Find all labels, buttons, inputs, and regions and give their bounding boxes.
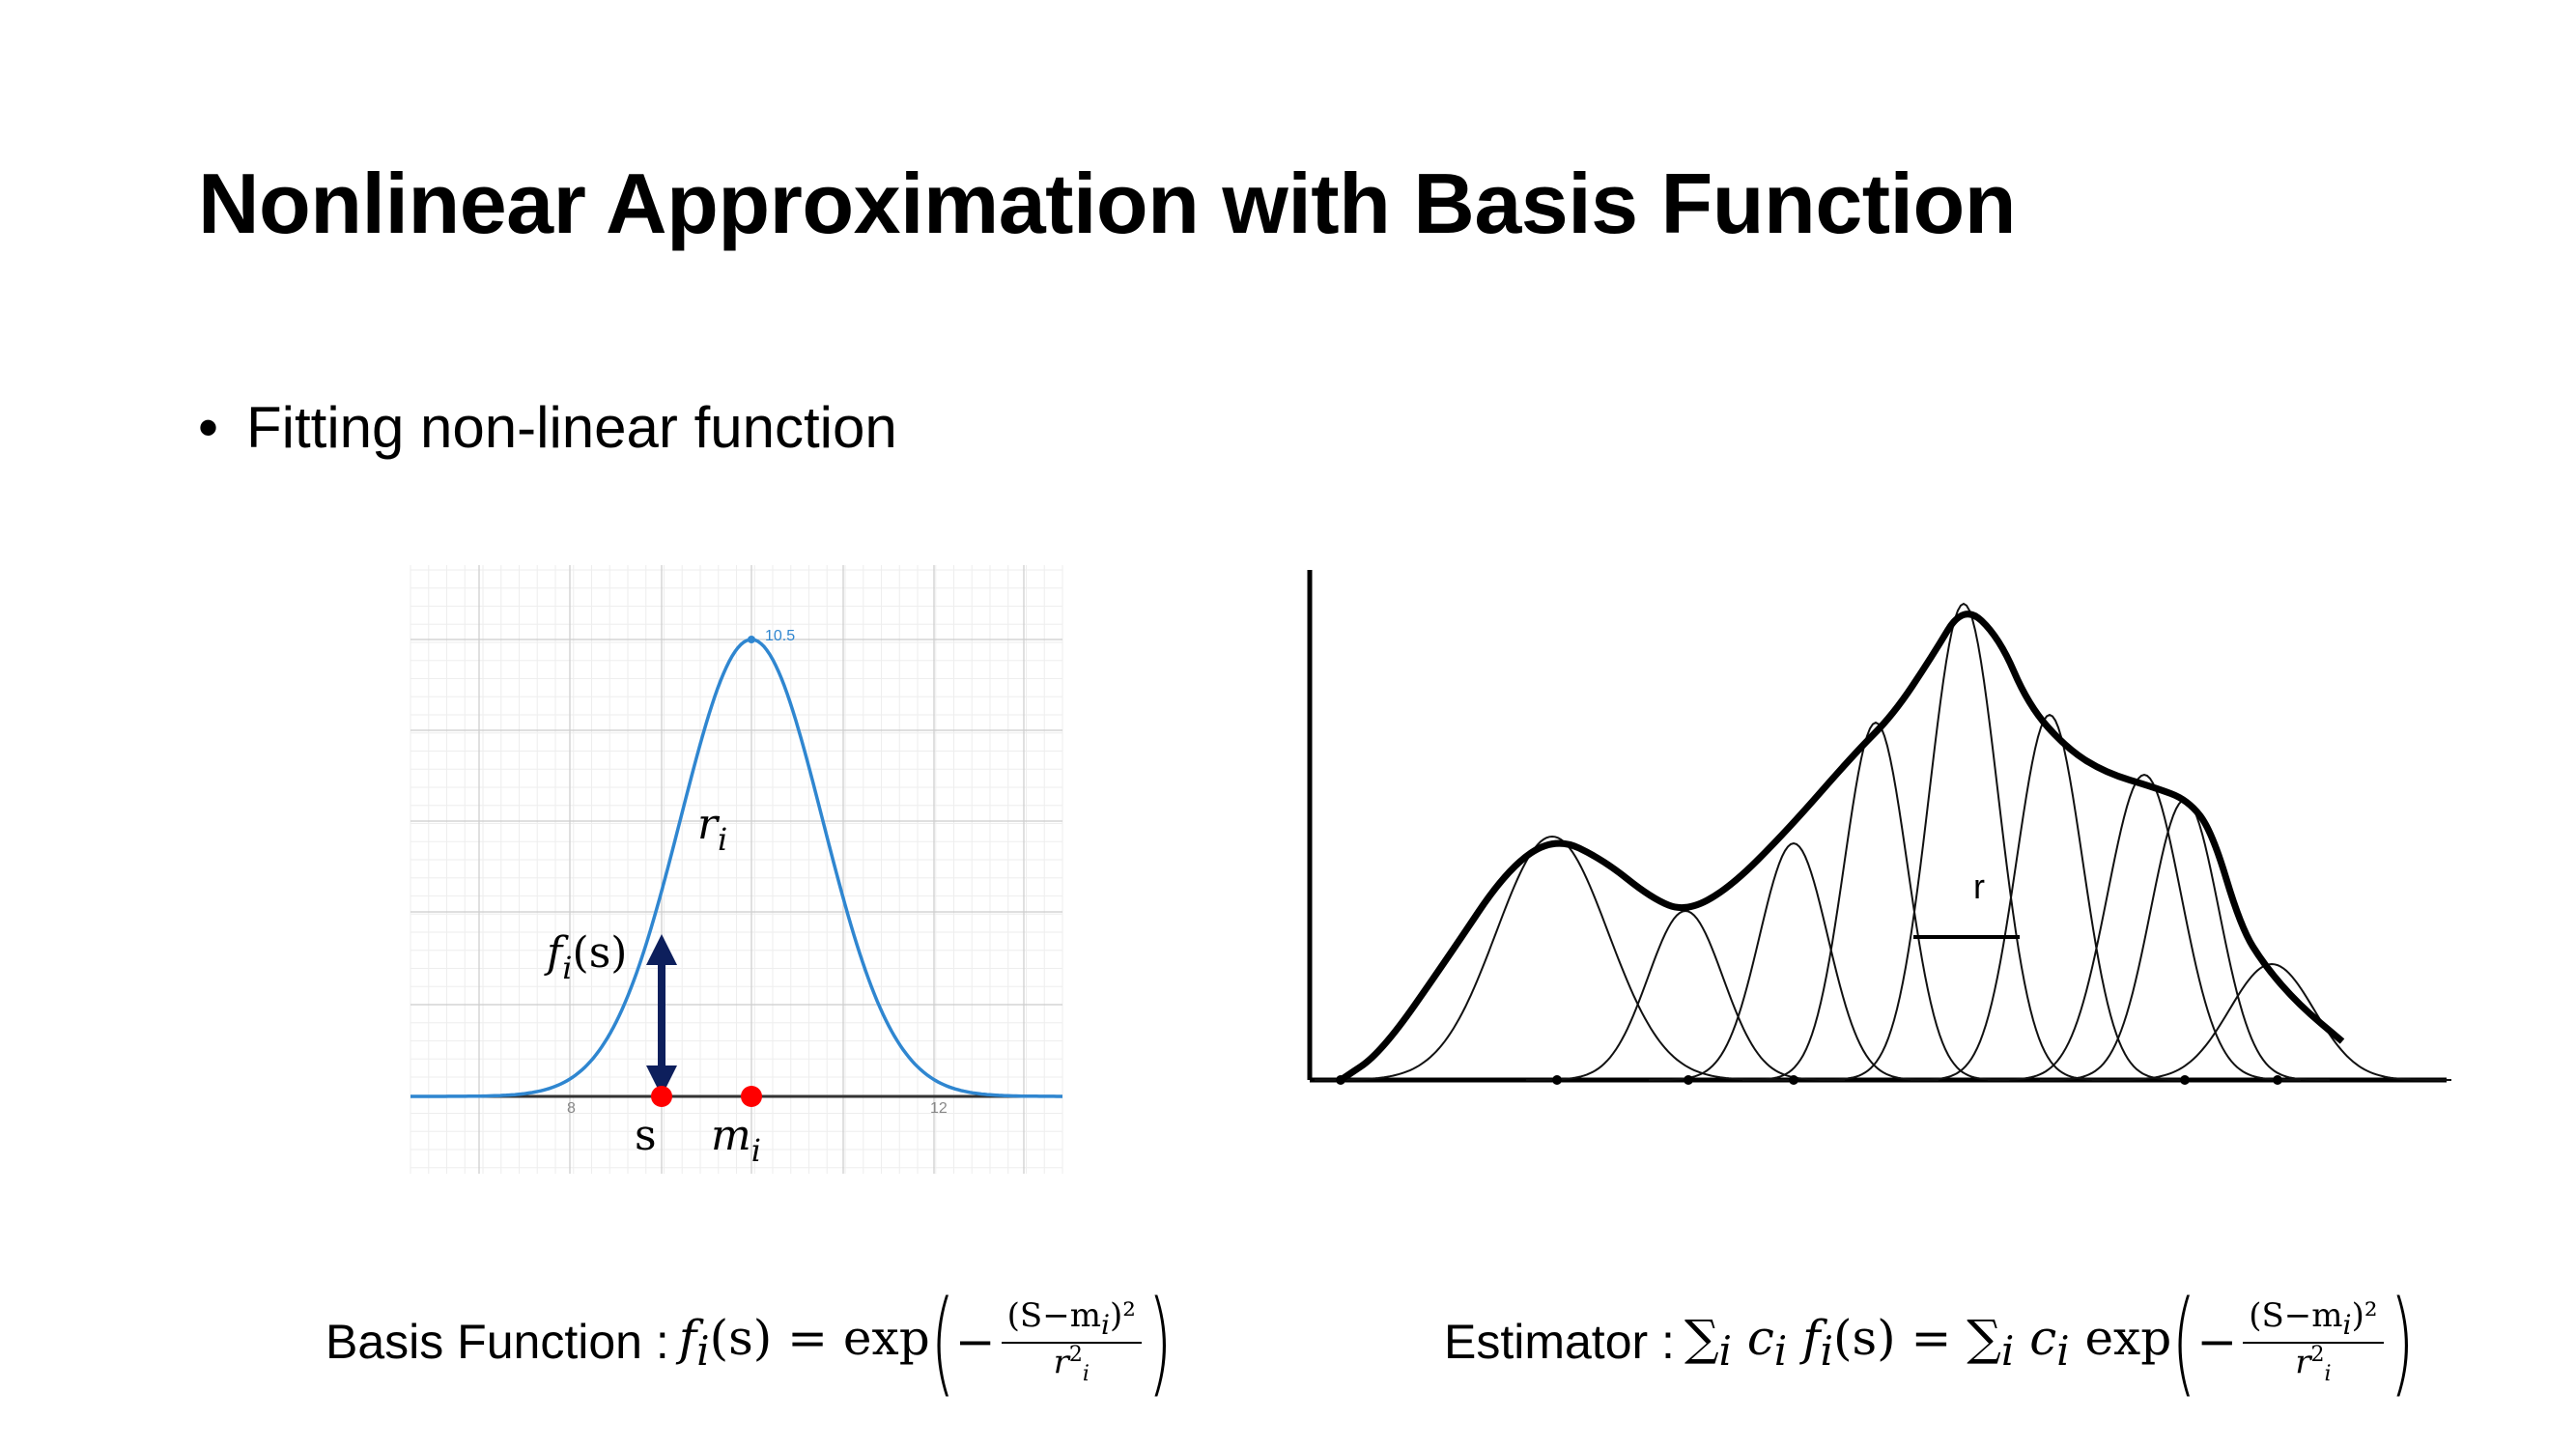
tick-label-8: 8 (567, 1100, 576, 1117)
left-paren: ( (930, 1275, 955, 1408)
minus-sign: − (2196, 1314, 2238, 1370)
basis-lhs: fi(s) = exp (678, 1309, 930, 1375)
basis-curve (1910, 713, 2190, 1081)
peak-marker (748, 636, 755, 643)
estimator-lhs: ∑i ci fi(s) = ∑i ci exp (1684, 1309, 2172, 1375)
basis-curve (2092, 962, 2451, 1081)
center-dot (1336, 1075, 1345, 1085)
gaussian-plot: 10.5 8 12 ri fi(s) s mi (410, 565, 1063, 1174)
center-dot (2180, 1075, 2190, 1085)
basis-curve (1741, 721, 2010, 1081)
gaussian-curve (410, 638, 1062, 1098)
basis-curve (1819, 602, 2109, 1081)
ri-label: ri (697, 800, 727, 858)
right-paren: ) (1147, 1275, 1173, 1408)
estimator-formula: Estimator : ∑i ci fi(s) = ∑i ci exp ( − … (1444, 1285, 2415, 1399)
bullet-item: • Fitting non-linear function (198, 394, 897, 461)
center-dot (1552, 1075, 1562, 1085)
minus-sign: − (954, 1314, 996, 1370)
basis-curve (2039, 798, 2331, 1081)
right-paren: ) (2389, 1275, 2415, 1408)
plot-grid (410, 565, 1063, 1174)
estimator-curve (1339, 611, 2345, 1083)
basis-curve (1526, 909, 1845, 1081)
estimator-fraction: (S−mi)² r2i (2243, 1297, 2384, 1386)
basis-curve (1987, 773, 2302, 1081)
left-paren: ( (2171, 1275, 2196, 1408)
bullet-dot-icon: • (198, 395, 219, 460)
basis-formula-label: Basis Function : (326, 1315, 669, 1369)
center-dot (1789, 1075, 1798, 1085)
basis-function-formula: Basis Function : fi(s) = exp ( − (S−mi)²… (326, 1285, 1173, 1399)
basis-fraction: (S−mi)² r2i (1001, 1297, 1142, 1386)
tick-label-12: 12 (930, 1100, 948, 1117)
center-points (1336, 1075, 2282, 1085)
fi-label: fi(s) (544, 928, 627, 986)
basis-curve (1649, 841, 1939, 1081)
center-dot (2273, 1075, 2282, 1085)
mi-point (741, 1086, 762, 1107)
estimator-plot: r (1307, 570, 2451, 1085)
peak-value-label: 10.5 (765, 628, 795, 644)
mi-label: mi (711, 1111, 761, 1169)
s-label: s (635, 1111, 657, 1160)
bullet-text: Fitting non-linear function (246, 395, 897, 460)
r-width-label: r (1973, 867, 1985, 906)
s-point (651, 1086, 672, 1107)
basis-curve (1315, 835, 1790, 1081)
center-dot (1684, 1075, 1693, 1085)
basis-curves (1315, 602, 2451, 1081)
slide-title: Nonlinear Approximation with Basis Funct… (198, 156, 2017, 251)
estimator-formula-label: Estimator : (1444, 1315, 1675, 1369)
